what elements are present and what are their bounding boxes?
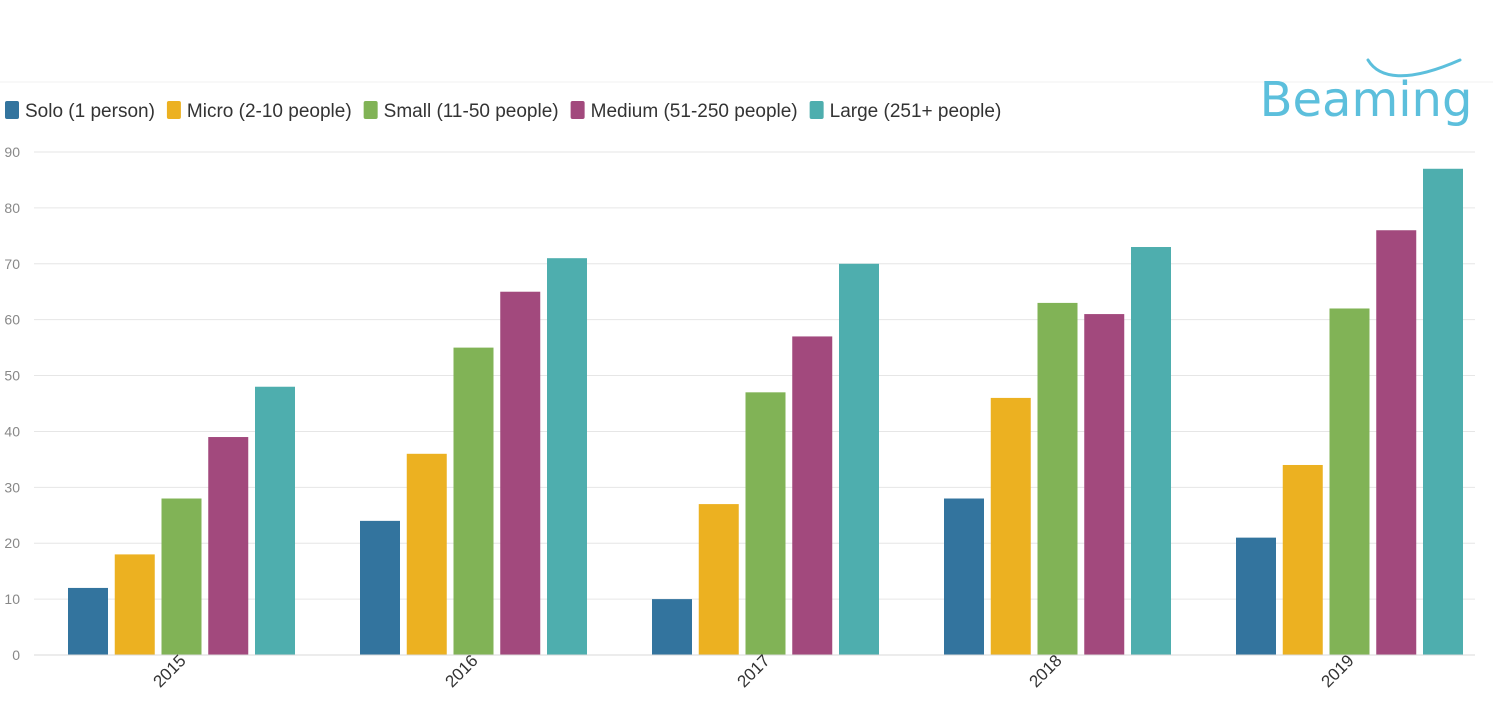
- bar: [1423, 168, 1463, 655]
- legend-item[interactable]: Medium (51-250 people): [570, 101, 798, 122]
- legend-swatch: [570, 101, 585, 119]
- x-axis: 2015 2016 2017 2018 2019: [150, 651, 1358, 691]
- y-tick-label: 70: [4, 256, 20, 272]
- bar: [1084, 314, 1125, 655]
- y-tick-label: 20: [4, 535, 20, 551]
- logo-text: Beaming: [1260, 72, 1473, 128]
- bar: [161, 498, 202, 655]
- y-tick-label: 10: [4, 591, 20, 607]
- bars: [68, 168, 1463, 655]
- y-tick-label: 90: [4, 144, 20, 160]
- bar: [990, 397, 1031, 655]
- bar: [1236, 537, 1276, 655]
- legend-swatch: [809, 101, 824, 119]
- bar: [406, 453, 447, 655]
- x-tick-label: 2017: [734, 651, 774, 691]
- bar: [1282, 464, 1323, 655]
- bar: [652, 599, 692, 655]
- y-axis: 0 10 20 30 40 50 60 70 80 90: [4, 144, 20, 663]
- beaming-logo: Beaming: [1260, 58, 1473, 128]
- y-tick-label: 30: [4, 479, 20, 495]
- bar: [698, 504, 739, 655]
- logo-swoosh: [1366, 58, 1462, 78]
- legend-label: Solo (1 person): [25, 101, 155, 122]
- x-tick-label: 2016: [442, 651, 482, 691]
- bar: [1376, 230, 1417, 655]
- legend-item[interactable]: Large (251+ people): [809, 101, 1002, 122]
- bar: [792, 336, 833, 655]
- y-tick-label: 50: [4, 368, 20, 384]
- y-tick-label: 40: [4, 423, 20, 439]
- bar: [1329, 308, 1370, 655]
- legend-swatch: [5, 101, 19, 119]
- legend-item[interactable]: Micro (2-10 people): [166, 101, 352, 122]
- legend-label: Micro (2-10 people): [187, 101, 352, 122]
- legend-item[interactable]: Small (11-50 people): [363, 101, 559, 122]
- legend-label: Small (11-50 people): [384, 101, 559, 122]
- y-tick-label: 60: [4, 312, 20, 328]
- bar: [114, 554, 155, 655]
- legend-swatch: [363, 101, 378, 119]
- legend-swatch: [166, 101, 181, 119]
- bar: [360, 520, 400, 655]
- y-tick-label: 80: [4, 200, 20, 216]
- x-tick-label: 2018: [1026, 651, 1066, 691]
- bar: [453, 347, 494, 655]
- bar: [500, 291, 541, 655]
- bar: [839, 263, 879, 655]
- bar: [68, 587, 108, 655]
- bar: [745, 392, 786, 655]
- x-tick-label: 2015: [150, 651, 190, 691]
- legend-item[interactable]: Solo (1 person): [5, 101, 155, 122]
- legend-label: Medium (51-250 people): [591, 101, 798, 122]
- bar: [1131, 247, 1171, 655]
- bar: [208, 437, 249, 655]
- y-tick-label: 0: [12, 647, 20, 663]
- legend-label: Large (251+ people): [830, 101, 1002, 122]
- bar: [547, 258, 587, 655]
- bar: [1037, 302, 1078, 655]
- legend: Solo (1 person) Micro (2-10 people) Small …: [5, 101, 1001, 122]
- bar: [255, 386, 295, 655]
- bar: [944, 498, 984, 655]
- x-tick-label: 2019: [1318, 651, 1358, 691]
